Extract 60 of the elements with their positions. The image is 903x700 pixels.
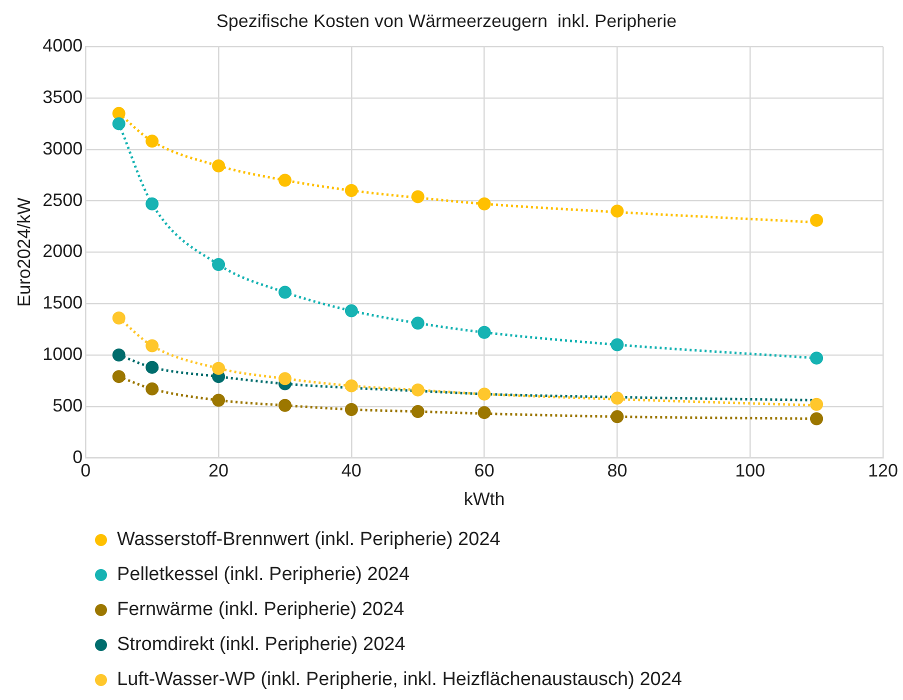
point (112, 311, 126, 324)
point (146, 134, 159, 148)
point (212, 394, 226, 407)
point (411, 190, 424, 204)
x-axis-title: kWth (464, 489, 505, 510)
x-tick-label: 40 (341, 460, 362, 481)
chart-title: Spezifische Kosten von Wärmeerzeugern inkl. Peripherie (216, 10, 677, 31)
legend-label: Pelletkessel (inkl. Peripherie) 2024 (117, 564, 410, 586)
legend-label: Wasserstoff-Brennwert (inkl. Peripherie) 2024 (117, 528, 500, 550)
y-tick-label: 1500 (42, 292, 83, 313)
point (411, 383, 424, 396)
point (278, 398, 292, 412)
point (112, 370, 126, 384)
x-tick-label: 20 (208, 460, 229, 481)
point (112, 348, 126, 362)
point (146, 339, 159, 352)
y-tick-label: 1000 (42, 344, 83, 364)
point (478, 406, 491, 420)
point (810, 412, 824, 426)
point (278, 372, 292, 386)
point (146, 197, 159, 210)
point (810, 398, 824, 411)
point (411, 316, 424, 330)
y-tick-label: 500 (52, 395, 83, 416)
point (610, 392, 624, 405)
point (212, 159, 226, 172)
point (212, 362, 226, 375)
point (610, 410, 624, 424)
x-tick-label: 80 (607, 460, 628, 481)
point (344, 184, 358, 198)
legend-label: Fernwärme (inkl. Peripherie) 2024 (117, 598, 404, 620)
point (411, 405, 424, 418)
point (478, 197, 491, 210)
point (610, 204, 624, 218)
y-axis-title: Euro2024/kW (14, 198, 34, 307)
point (810, 214, 824, 227)
point (344, 379, 358, 392)
y-tick-label: 2500 (42, 190, 83, 210)
y-tick-label: 0 (72, 446, 83, 467)
legend-label: Luft-Wasser-WP (inkl. Peripherie, inkl. Heizflächenaustausch) 2024 (117, 668, 682, 690)
point (146, 382, 159, 396)
point (344, 402, 358, 416)
y-tick-label: 4000 (42, 36, 83, 56)
y-tick-label: 2000 (42, 241, 83, 262)
point (212, 258, 226, 272)
x-tick-label: 100 (735, 460, 766, 481)
x-tick-label: 120 (868, 460, 898, 481)
point (810, 352, 824, 365)
point (610, 338, 624, 352)
point (112, 117, 126, 130)
point (146, 360, 159, 374)
legend-label: Stromdirekt (inkl. Peripherie) 2024 (117, 634, 406, 656)
y-tick-label: 3000 (42, 138, 83, 158)
point (478, 326, 491, 339)
point (278, 174, 292, 187)
point (278, 286, 292, 299)
point (478, 388, 491, 401)
point (344, 304, 358, 318)
y-tick-label: 3500 (42, 86, 83, 107)
x-tick-label: 60 (474, 460, 494, 481)
